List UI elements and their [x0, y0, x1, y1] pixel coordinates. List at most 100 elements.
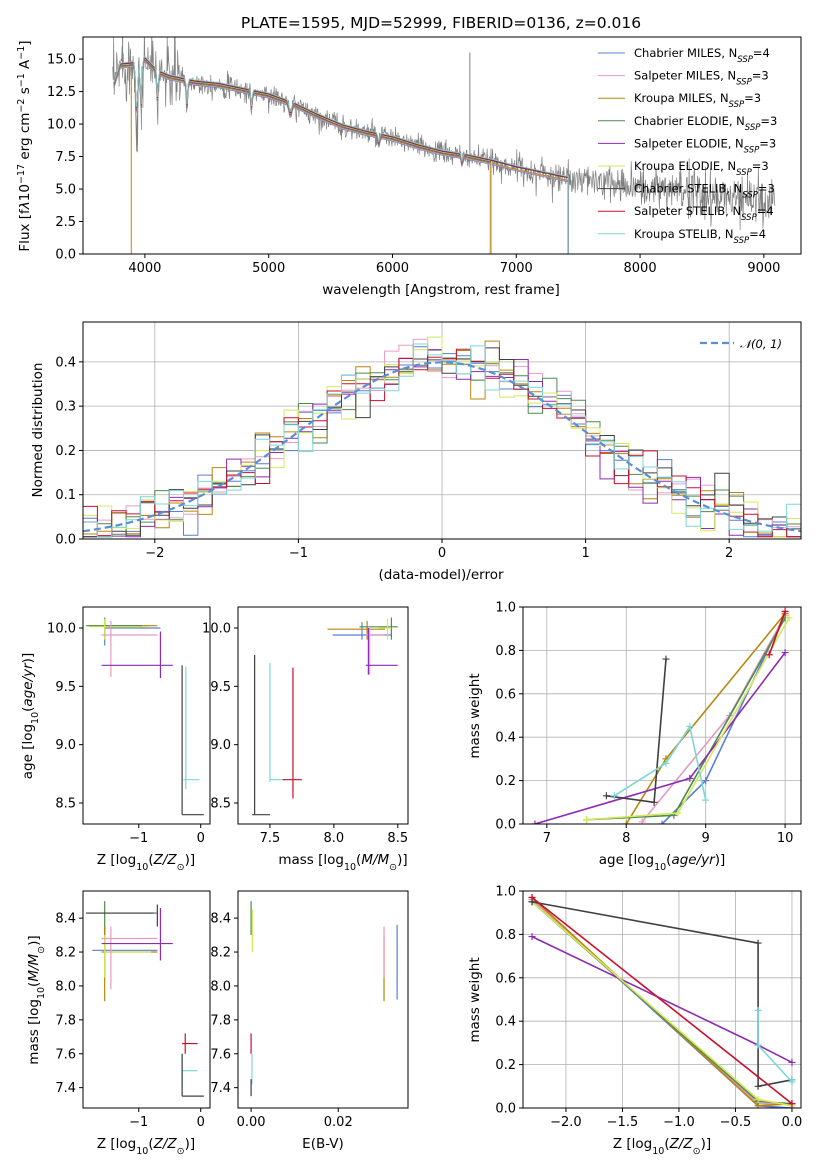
mass-extinction-panel: 0.00 0.02 7.4 7.6 7.8 8.0 8.2 8.4: [210, 890, 409, 1130]
legend: Chabrier MILES, NSSP=4 Salpeter MILES, NS…: [598, 46, 777, 246]
weight-marker: [662, 759, 670, 767]
legend-entry: Kroupa MILES, NSSP=3: [634, 91, 761, 110]
model-fit-line: [113, 56, 569, 254]
mass-extinction-panel-frame: [237, 890, 409, 1109]
weight-age-panel-plot-area: [531, 607, 793, 824]
y-axis-label: mass weight: [467, 957, 483, 1042]
age-metallicity-panel-plot-area: [86, 617, 204, 816]
weight-line: [531, 899, 793, 1108]
x-tick-label: 5000: [252, 261, 285, 276]
weight-marker: [610, 792, 618, 800]
weight-marker: [702, 796, 710, 804]
weight-metallicity-panel-frame: [522, 890, 802, 1109]
histogram-panel: −2 −1 0 1 2 0.0 0.1 0.2 0.3 0.4 𝒩(0, 1): [55, 321, 802, 561]
y-tick-label: 10.0: [47, 622, 76, 637]
y-axis-label: Normed distribution: [30, 363, 46, 498]
y-tick-label: 0.0: [495, 818, 516, 833]
x-tick-label: 7: [543, 831, 551, 846]
normal-curve: [83, 361, 801, 533]
y-tick-label: 7.6: [210, 1047, 231, 1062]
y-tick-label: 8.4: [55, 912, 76, 927]
mass-extinction-panel-plot-area: [250, 901, 398, 1097]
legend-entry: Kroupa ELODIE, NSSP=3: [634, 159, 769, 178]
histogram-step: [83, 343, 801, 538]
y-tick-label: 0.1: [55, 488, 76, 503]
x-tick-label: 7000: [500, 261, 533, 276]
model-fit-line: [113, 57, 492, 254]
y-tick-label: 0.0: [55, 248, 76, 263]
x-tick-label: 8.0: [324, 831, 345, 846]
y-tick-label: 0.6: [495, 687, 516, 702]
weight-marker: [662, 655, 670, 663]
weight-marker: [528, 894, 536, 902]
age-mass-panel-plot-area: [252, 617, 398, 816]
x-tick-label: 0.0: [782, 1115, 803, 1130]
x-tick-label: 6000: [376, 261, 409, 276]
weight-marker: [686, 722, 694, 730]
x-tick-label: 8.5: [387, 831, 408, 846]
x-tick-label: −1.5: [607, 1115, 639, 1130]
y-tick-label: 8.5: [55, 797, 76, 812]
y-tick-label: 12.5: [47, 85, 76, 100]
weight-age-panel: 7 8 9 10 0.0 0.2 0.4 0.6 0.8 1.0: [495, 601, 802, 846]
chart-title: PLATE=1595, MJD=52999, FIBERID=0136, z=0…: [241, 14, 641, 32]
y-tick-label: 10.0: [202, 622, 231, 637]
weight-line: [661, 613, 786, 824]
y-tick-label: 0.4: [55, 355, 76, 370]
weight-line: [768, 611, 786, 655]
age-metallicity-panel-frame: [82, 606, 211, 825]
model-fit-line: [113, 58, 492, 254]
weight-line: [641, 615, 786, 823]
x-tick-label: 0: [197, 831, 205, 846]
weight-age-panel-frame: [522, 606, 802, 825]
weight-line: [531, 935, 793, 1064]
x-tick-label: −2.0: [550, 1115, 582, 1130]
x-axis-label: Z [log10(Z/Z⊙)]: [613, 1136, 711, 1157]
y-tick-label: 1.0: [495, 601, 516, 616]
y-tick-label: 8.2: [55, 946, 76, 961]
y-axis-label: Flux [fλ10−17 erg cm−2 s−1 A−1]: [16, 40, 34, 251]
histogram-step: [83, 338, 801, 538]
y-tick-label: 7.5: [55, 150, 76, 165]
weight-marker: [765, 651, 773, 659]
y-tick-label: 0.8: [495, 644, 516, 659]
y-tick-label: 8.0: [55, 979, 76, 994]
weight-marker: [781, 649, 789, 657]
mass-metallicity-panel: −1 0 7.4 7.6 7.8 8.0 8.2 8.4: [55, 890, 211, 1130]
y-axis-label: mass [log10(M/M⊙)]: [26, 935, 47, 1064]
y-tick-label: 0.8: [495, 928, 516, 943]
y-tick-label: 10.0: [47, 118, 76, 133]
x-axis-label: (data-model)/error: [378, 567, 504, 583]
mass-metallicity-panel-frame: [82, 890, 211, 1109]
weight-marker: [650, 798, 658, 806]
histogram-panel-plot-area: [83, 336, 801, 538]
weight-marker: [638, 818, 646, 824]
histogram-step: [83, 347, 801, 538]
x-axis-label: wavelength [Angstrom, rest frame]: [322, 282, 560, 298]
y-axis-label: mass weight: [467, 673, 483, 758]
x-tick-label: 0.00: [237, 1115, 266, 1130]
y-tick-label: 9.0: [55, 738, 76, 753]
legend-entry: Chabrier ELODIE, NSSP=3: [634, 114, 777, 133]
y-tick-label: 15.0: [47, 53, 76, 68]
x-tick-label: −1: [289, 546, 308, 561]
weight-marker: [622, 820, 630, 824]
weight-marker: [686, 774, 694, 782]
x-tick-label: −1.0: [663, 1115, 695, 1130]
weight-marker: [754, 939, 762, 947]
weight-marker: [788, 1076, 796, 1084]
weight-metallicity-panel-plot-area: [528, 894, 796, 1108]
x-tick-label: 1: [581, 546, 589, 561]
mass-metallicity-panel-plot-area: [86, 901, 204, 1097]
weight-line: [613, 724, 707, 801]
x-tick-label: 0.02: [324, 1115, 353, 1130]
histogram-step: [83, 336, 801, 538]
y-tick-label: 5.0: [55, 183, 76, 198]
x-tick-label: 4000: [128, 261, 161, 276]
weight-marker: [754, 1006, 762, 1014]
model-fit-line: [113, 58, 492, 254]
y-tick-label: 9.5: [210, 680, 231, 695]
x-tick-label: −0.5: [720, 1115, 752, 1130]
legend-entry: Chabrier STELIB, NSSP=3: [634, 182, 775, 201]
